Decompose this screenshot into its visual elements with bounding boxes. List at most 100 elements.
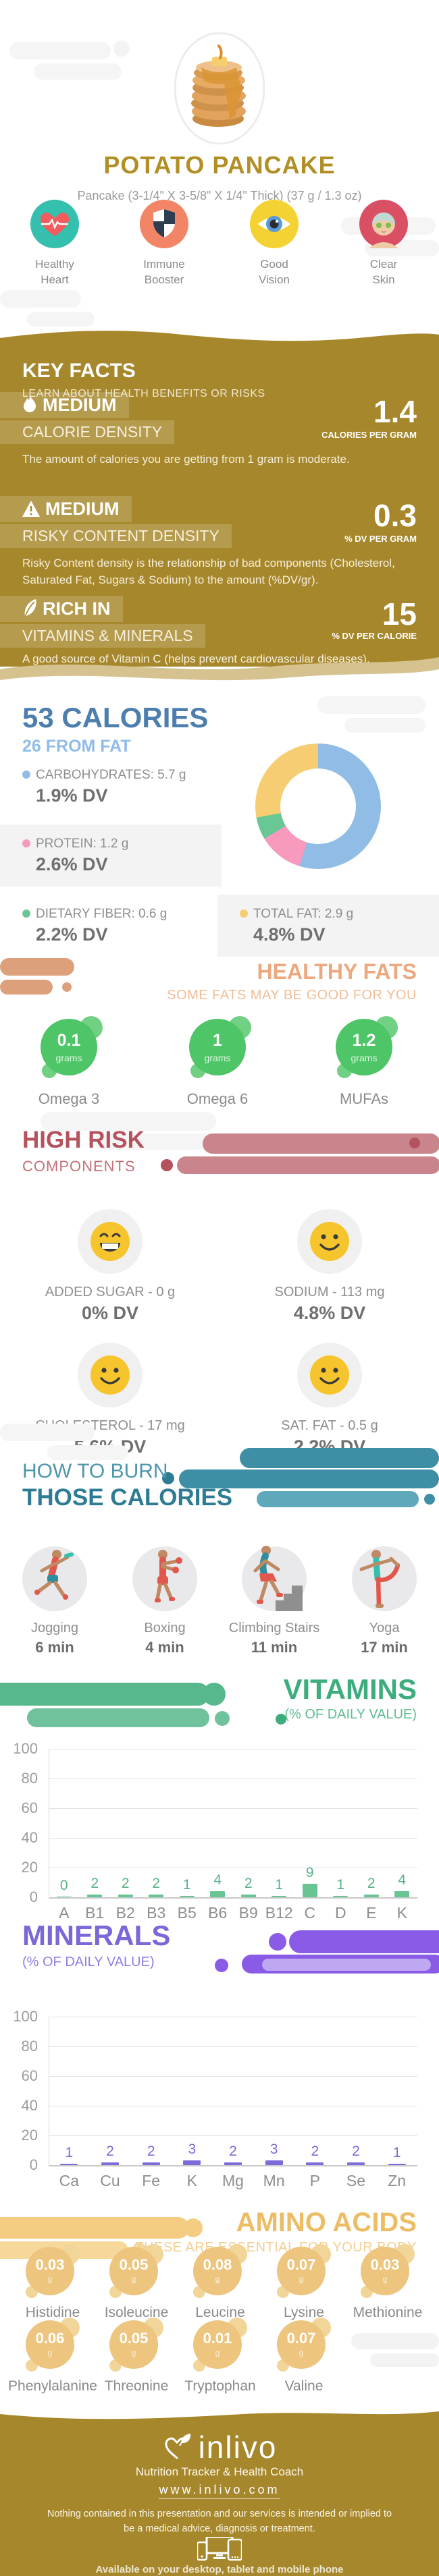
minerals-subtitle: (% OF DAILY VALUE) — [22, 1955, 155, 1969]
activity-circle — [22, 1546, 87, 1611]
amino-value: 0.03 — [370, 2256, 400, 2273]
fact-name: VITAMINS & MINERALS — [0, 624, 205, 648]
omega6-value: 1 — [213, 1031, 222, 1050]
fact-name: CALORIE DENSITY — [0, 420, 175, 444]
vitamins-subtitle: (% OF DAILY VALUE) — [284, 1707, 417, 1722]
pancake-photo — [174, 32, 265, 144]
bar-P — [306, 2162, 324, 2165]
amino-unit: g — [131, 2348, 136, 2357]
bar-value: 2 — [229, 2143, 237, 2159]
y-axis-tick: 20 — [21, 2127, 38, 2144]
decor-blob — [0, 980, 53, 995]
macro-dv: 2.2% DV — [36, 924, 108, 945]
decor-blob — [344, 718, 425, 733]
decor-blob — [0, 1424, 95, 1441]
amino-label: Tryptophan — [184, 2378, 256, 2394]
minerals-section: MINERALS (% OF DAILY VALUE) 0 20 40 60 80 100… — [0, 1920, 439, 2206]
y-axis-tick: 40 — [21, 2097, 38, 2114]
category-label: B3 — [147, 1904, 166, 1922]
amino-blob-tryptophan: 0.01 g — [193, 2318, 247, 2372]
decor-blob — [177, 1156, 439, 1174]
bar-D — [333, 1895, 348, 1897]
bar-value: 2 — [147, 2143, 155, 2159]
calories-section: 53 CALORIES 26 FROM FAT CARBOHYDRATES: 5… — [0, 681, 439, 958]
category-label: B9 — [238, 1904, 258, 1922]
macro-label: PROTEIN: 1.2 g — [36, 837, 129, 851]
burn-title-line2: THOSE CALORIES — [22, 1484, 233, 1511]
immune-booster-icon — [140, 200, 188, 248]
amino-value: 0.07 — [286, 2330, 316, 2347]
amino-label: Phenylalanine — [8, 2378, 97, 2394]
bar-K — [183, 2160, 201, 2165]
warning-icon — [22, 501, 40, 517]
blob-circle — [109, 2247, 158, 2295]
smile-face-icon — [78, 1343, 143, 1407]
decor-blob — [184, 2218, 203, 2237]
decor-blob — [62, 982, 72, 992]
bar-value: 1 — [182, 1876, 191, 1893]
healthy-fats-section: HEALTHY FATS SOME FATS MAY BE GOOD FOR Y… — [0, 958, 439, 1127]
bar-value: 2 — [352, 2143, 360, 2159]
decor-blob — [289, 1930, 439, 1953]
devices-icon — [197, 2537, 242, 2561]
bar-Mn — [265, 2160, 283, 2165]
benefit-label: Healthy Heart — [35, 258, 74, 286]
risk-label: SODIUM - 113 mg — [274, 1285, 385, 1299]
protein-legend-dot — [22, 839, 30, 847]
healthy-fats-subtitle: SOME FATS MAY BE GOOD FOR YOU — [167, 988, 417, 1003]
bar-Zn — [388, 2163, 406, 2165]
decor-blob — [0, 1683, 209, 1706]
amino-label: Valine — [284, 2378, 324, 2394]
key-facts-subtitle: LEARN ABOUT HEALTH BENEFITS OR RISKS — [22, 388, 265, 399]
risk-label: SAT. FAT - 0.5 g — [281, 1418, 378, 1433]
bar-value: 0 — [59, 1877, 68, 1893]
bar-Mg — [224, 2162, 242, 2165]
benefit-clear-skin: Clear Skin — [340, 200, 428, 288]
smile-face-icon — [297, 1343, 362, 1407]
category-label: D — [334, 1904, 346, 1922]
gridline — [49, 2046, 417, 2047]
bar-value: 2 — [152, 1875, 161, 1891]
gold-top-wave — [0, 331, 439, 345]
jogging-figure-icon — [34, 1550, 74, 1600]
decor-blob — [203, 1683, 226, 1706]
y-axis-tick: 0 — [29, 2156, 38, 2173]
activity-label: Yoga — [369, 1621, 400, 1635]
key-facts-background — [0, 344, 439, 667]
footer-section: inlivo Nutrition Tracker & Health Coach … — [0, 2409, 439, 2576]
bar-value: 3 — [188, 2141, 197, 2158]
omega3-unit: grams — [55, 1053, 82, 1063]
amino-unit: g — [47, 2348, 53, 2357]
blob-circle — [193, 2320, 242, 2369]
availability-text: Available on your desktop, tablet and mo… — [95, 2564, 344, 2575]
key-facts-title: KEY FACTS — [22, 360, 136, 382]
brand-url[interactable]: www.inlivo.com — [0, 2483, 439, 2499]
burn-section: HOW TO BURN THOSE CALORIES Jogging 6 min — [0, 1424, 439, 1673]
blob-circle — [41, 1019, 97, 1075]
decor-blob — [370, 2353, 439, 2367]
amino-value: 0.06 — [35, 2330, 65, 2347]
blob-circle — [277, 2247, 326, 2295]
y-axis-tick: 20 — [21, 1859, 38, 1876]
decor-blob — [203, 1133, 439, 1154]
category-label: B12 — [265, 1904, 293, 1922]
decor-blob — [0, 290, 81, 308]
blob-circle — [26, 2247, 74, 2295]
macro-total-fat: TOTAL FAT: 2.9 g 4.8% DV — [240, 907, 353, 945]
decor-blob — [0, 958, 74, 976]
amino-label: Lysine — [284, 2305, 324, 2320]
fact-level: RICH IN — [0, 596, 123, 622]
category-label: Ca — [59, 2172, 80, 2189]
macro-label: CARBOHYDRATES: 5.7 g — [36, 768, 186, 782]
bar-value: 2 — [244, 1875, 253, 1891]
amino-acids-section: AMINO ACIDS THESE ARE ESSENTIAL FOR YOUR… — [0, 2206, 439, 2409]
bar-value: 4 — [398, 1872, 407, 1888]
bar-value: 1 — [65, 2144, 74, 2160]
clear-skin-icon — [359, 200, 408, 248]
activity-climbing-stairs: Climbing Stairs 11 min — [224, 1546, 325, 1656]
calories-title: 53 CALORIES — [22, 702, 209, 733]
amino-unit: g — [382, 2274, 388, 2284]
macro-dv: 4.8% DV — [253, 924, 326, 945]
bar-Se — [347, 2162, 365, 2165]
category-label: C — [304, 1904, 316, 1922]
